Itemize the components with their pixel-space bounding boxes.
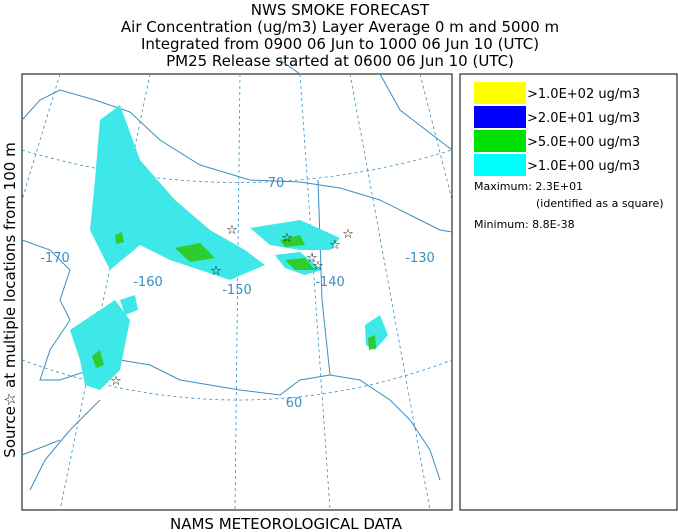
legend-frame bbox=[459, 73, 678, 511]
map-label: -170 bbox=[40, 251, 70, 266]
map-frame bbox=[21, 73, 453, 511]
map-label: -130 bbox=[405, 251, 435, 266]
subtitle: Integrated from 0900 06 Jun to 1000 06 J… bbox=[141, 35, 539, 53]
legend-swatch bbox=[474, 154, 526, 176]
minimum: Minimum: 8.8E-38 bbox=[474, 218, 575, 231]
legend-swatch bbox=[474, 82, 526, 104]
legend-swatch bbox=[474, 130, 526, 152]
svg-text:☆: ☆ bbox=[329, 238, 341, 253]
smoke-plume bbox=[70, 105, 388, 390]
map-label: 60 bbox=[286, 396, 303, 411]
svg-text:☆: ☆ bbox=[312, 259, 324, 274]
legend-label: >1.0E+00 ug/m3 bbox=[527, 159, 640, 174]
map-label: -150 bbox=[222, 283, 252, 298]
svg-text:☆: ☆ bbox=[210, 264, 222, 279]
side-label: Source☆ at multiple locations from 100 m bbox=[1, 142, 19, 457]
map-label: 70 bbox=[268, 176, 285, 191]
map-label: -140 bbox=[315, 275, 345, 290]
legend: >1.0E+02 ug/m3 >2.0E+01 ug/m3 >5.0E+00 ug/… bbox=[474, 82, 640, 176]
svg-text:☆: ☆ bbox=[110, 374, 122, 389]
svg-text:☆: ☆ bbox=[281, 231, 293, 246]
maximum-note: (identified as a square) bbox=[536, 197, 664, 210]
source-stars: ☆☆ ☆ ☆ ☆☆ ☆☆ bbox=[110, 223, 354, 389]
map bbox=[21, 59, 453, 511]
maximum: Maximum: 2.3E+01 bbox=[474, 180, 583, 193]
svg-text:☆: ☆ bbox=[306, 251, 318, 266]
svg-text:☆: ☆ bbox=[226, 223, 238, 238]
legend-label: >5.0E+00 ug/m3 bbox=[527, 135, 640, 150]
map-label: -160 bbox=[133, 275, 163, 290]
legend-swatch bbox=[474, 106, 526, 128]
footer: NAMS METEOROLOGICAL DATA bbox=[170, 515, 403, 532]
title: NWS SMOKE FORECAST bbox=[251, 1, 430, 19]
legend-label: >1.0E+02 ug/m3 bbox=[527, 87, 640, 102]
subtitle: PM25 Release started at 0600 06 Jun 10 (… bbox=[166, 52, 514, 70]
svg-text:☆: ☆ bbox=[342, 227, 354, 242]
legend-label: >2.0E+01 ug/m3 bbox=[527, 111, 640, 126]
subtitle: Air Concentration (ug/m3) Layer Average … bbox=[121, 18, 559, 36]
